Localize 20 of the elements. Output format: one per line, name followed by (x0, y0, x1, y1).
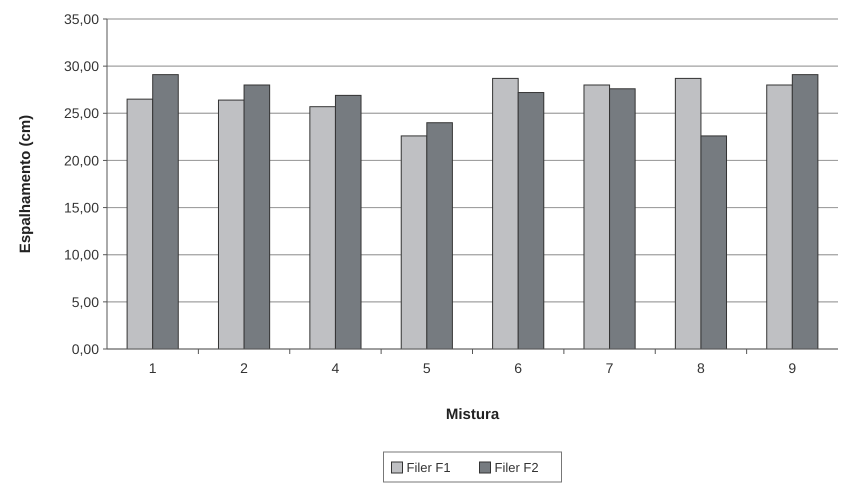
x-tick-label: 2 (240, 360, 248, 376)
legend-label: Filer F2 (494, 460, 539, 475)
legend-label: Filer F1 (406, 460, 451, 475)
x-tick-label: 6 (514, 360, 522, 376)
y-tick-label: 25,00 (64, 105, 100, 122)
x-tick-label: 5 (422, 360, 431, 376)
x-tick-label: 9 (788, 360, 796, 376)
x-tick-label: 4 (332, 360, 340, 376)
x-tick-label: 8 (697, 360, 706, 376)
y-tick-label: 5,00 (72, 294, 100, 310)
y-tick-label: 10,00 (64, 246, 100, 263)
x-axis-title: Mistura (446, 406, 500, 423)
x-tick-label: 7 (606, 360, 614, 376)
y-tick-label: 15,00 (64, 199, 100, 216)
y-axis-title: Espalhamento (cm) (17, 114, 34, 254)
y-tick-label: 20,00 (64, 152, 100, 168)
x-tick-label: 1 (148, 360, 157, 376)
y-tick-label: 30,00 (64, 58, 100, 74)
y-tick-label: 0,00 (72, 340, 100, 357)
y-tick-label: 35,00 (64, 10, 100, 27)
